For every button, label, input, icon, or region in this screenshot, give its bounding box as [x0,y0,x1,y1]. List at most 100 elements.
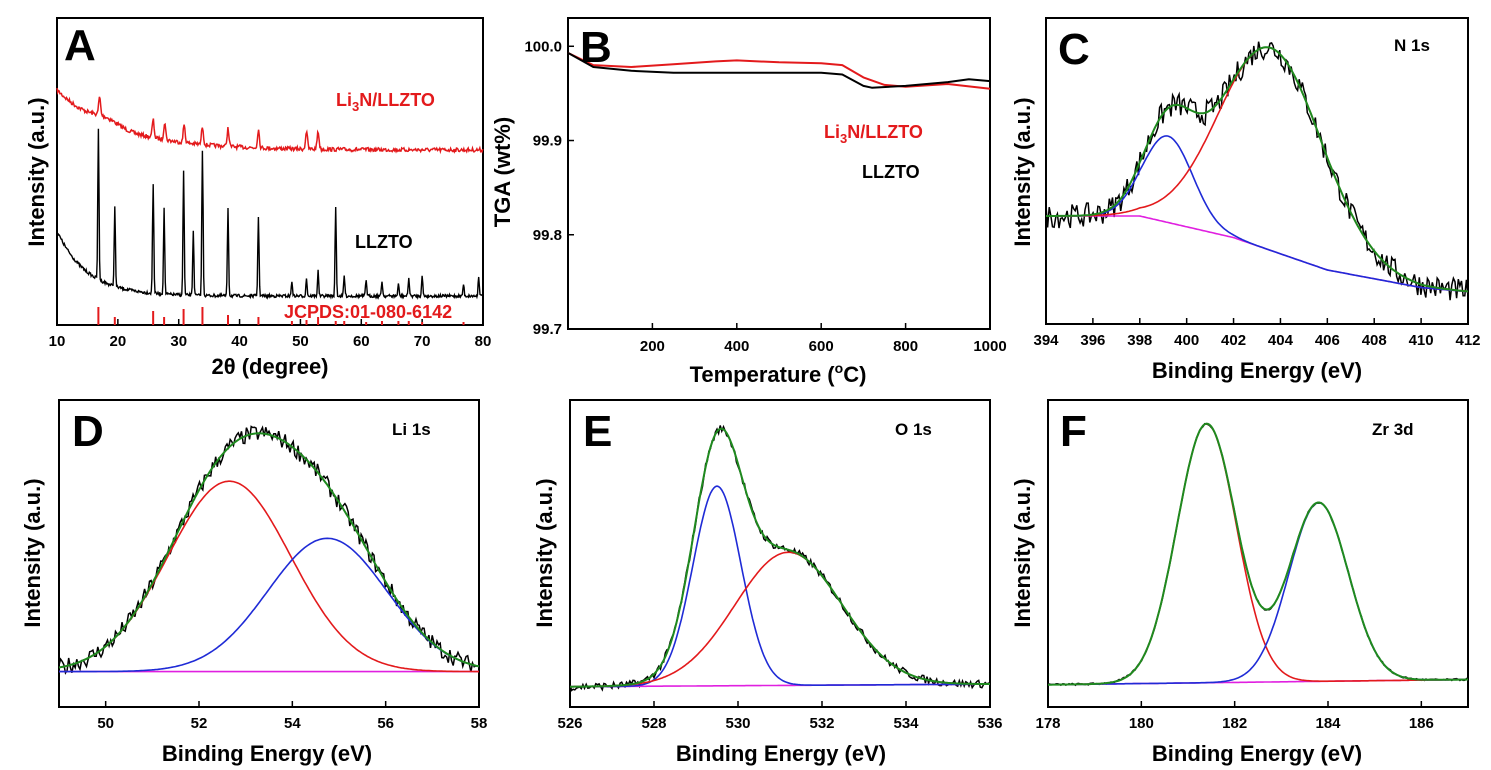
panel-a-li3n-llzto-label: Li3N/LLZTO [336,90,435,114]
panel-b: 200 400 600 800 1000 99.7 99.8 99.9 100.0 B Li3N… [490,17,1007,387]
panel-c-x-title: Binding Energy (eV) [1152,358,1362,383]
panel-b-x-title: Temperature (oC) [690,360,867,387]
x-tick-label: 30 [170,333,187,350]
x-tick-label: 408 [1362,332,1387,349]
fit-peak-1 [1046,135,1469,293]
x-tick-label: 528 [641,715,666,732]
panel-c-letter: C [1058,25,1090,74]
panel-b-li3n-llzto-label: Li3N/LLZTO [824,122,923,146]
x-tick-label: 396 [1080,332,1105,349]
x-tick-label: 186 [1409,715,1434,732]
x-tick-label: 10 [49,333,66,350]
x-tick-label: 80 [475,333,492,350]
panel-d-y-title: Intensity (a.u.) [20,478,45,627]
fit-peak-2 [1046,46,1469,293]
x-tick-label: 1000 [973,338,1006,355]
panel-b-ticks: 200 400 600 800 1000 99.7 99.8 99.9 100.0 [524,38,1006,355]
x-tick-label: 40 [231,333,248,350]
x-tick-label: 412 [1455,332,1480,349]
panel-a: 10 20 30 40 50 60 70 80 A Li3N/LLZTO LLZTO JCPD… [24,17,492,379]
panel-c-plot [1045,41,1469,301]
y-tick-label: 99.9 [533,133,562,150]
raw-spectrum [569,424,991,692]
panel-a-jcpds-label: JCPDS:01-080-6142 [284,302,452,322]
x-tick-label: 200 [640,338,665,355]
x-tick-label: 400 [724,338,749,355]
panel-e-frame [569,399,991,708]
y-tick-label: 99.8 [533,227,562,244]
raw-spectrum [58,425,480,675]
panel-b-frame [567,17,991,330]
panel-e-x-ticks: 526 528 530 532 534 536 [557,701,1003,732]
panel-c-y-title: Intensity (a.u.) [1010,97,1035,246]
fit-envelope [1046,46,1469,293]
x-tick-label: 54 [284,715,301,732]
panel-b-plot [567,51,991,90]
x-tick-label: 534 [893,715,919,732]
panel-c: 394 396 398 400 402 404 406 408 410 412 C N 1s Bi… [1010,17,1481,383]
panel-d-letter: D [72,407,104,456]
series-li3n-llzto [56,87,484,155]
panel-e: 526 528 530 532 534 536 E O 1s Binding Energy… [532,399,1003,766]
panel-f: 178 180 182 184 186 F Zr 3d Binding Energy (… [1010,399,1469,766]
panel-a-x-title: 2θ (degree) [211,354,328,379]
x-tick-label: 398 [1127,332,1152,349]
panel-d-x-title: Binding Energy (eV) [162,741,372,766]
panel-b-y-title: TGA (wt%) [490,117,515,227]
raw-spectrum [1045,41,1469,301]
panel-a-letter: A [64,21,96,70]
x-tick-label: 182 [1222,715,1247,732]
panel-e-y-title: Intensity (a.u.) [532,478,557,627]
x-tick-label: 536 [977,715,1002,732]
fit-envelope [58,432,480,669]
fit-envelope [570,427,990,688]
x-tick-label: 178 [1035,715,1060,732]
panel-e-letter: E [583,407,612,456]
y-tick-label: 99.7 [533,321,562,338]
panel-e-plot [569,424,991,692]
x-tick-label: 50 [292,333,309,350]
x-tick-label: 70 [414,333,431,350]
panel-d-corner-label: Li 1s [392,420,431,439]
panel-c-frame [1045,17,1469,325]
x-tick-label: 394 [1033,332,1059,349]
panel-e-corner-label: O 1s [895,420,932,439]
y-tick-label: 100.0 [524,38,562,55]
x-tick-label: 60 [353,333,370,350]
panel-a-y-title: Intensity (a.u.) [24,97,49,246]
fit-peak-1 [570,485,990,688]
x-tick-label: 180 [1129,715,1154,732]
panel-f-corner-label: Zr 3d [1372,420,1414,439]
fit-envelope [1048,422,1468,686]
x-tick-label: 532 [809,715,834,732]
x-tick-label: 410 [1409,332,1434,349]
panel-d-x-ticks: 50 52 54 56 58 [97,701,487,732]
panel-d-frame [58,399,480,708]
panel-b-letter: B [580,23,612,72]
panel-f-frame [1047,399,1469,708]
panel-b-llzto-label: LLZTO [862,162,920,182]
x-tick-label: 400 [1174,332,1199,349]
panel-a-frame [56,17,484,326]
background-line [1046,215,1469,293]
series-llzto [567,52,991,89]
panel-a-llzto-label: LLZTO [355,232,413,252]
x-tick-label: 404 [1268,332,1294,349]
panel-d: 50 52 54 56 58 D Li 1s Binding Energy (eV) I… [20,399,487,766]
panel-a-plot [56,87,484,325]
x-tick-label: 530 [725,715,750,732]
x-tick-label: 58 [471,715,488,732]
x-tick-label: 52 [191,715,208,732]
x-tick-label: 600 [809,338,834,355]
x-tick-label: 800 [893,338,918,355]
panel-a-x-ticks: 10 20 30 40 50 60 70 80 [49,319,492,350]
x-tick-label: 56 [377,715,394,732]
panel-f-x-ticks: 178 180 182 184 186 [1035,701,1434,732]
fit-peak-2 [1048,501,1468,686]
raw-spectrum [1047,422,1469,687]
panel-f-letter: F [1060,407,1087,456]
fit-peak-2 [59,537,480,673]
fit-peak-1 [58,480,479,673]
x-tick-label: 526 [557,715,582,732]
